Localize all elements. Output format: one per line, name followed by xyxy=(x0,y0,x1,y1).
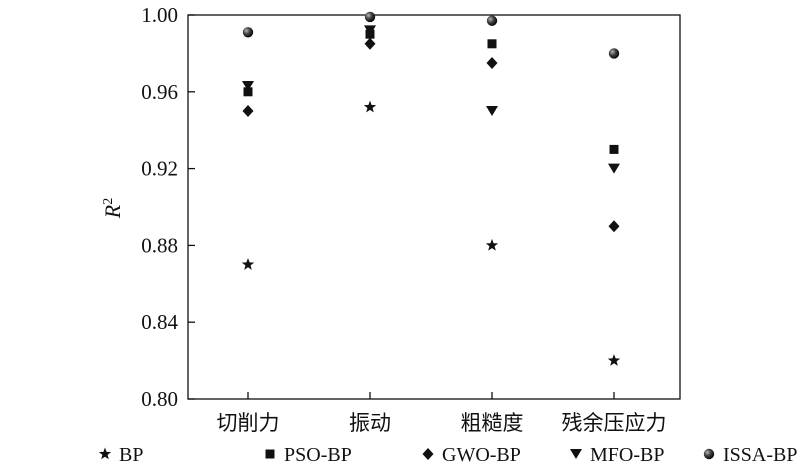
data-point-star xyxy=(241,258,255,270)
data-point-star xyxy=(363,100,377,113)
data-point-square xyxy=(609,144,619,154)
x-category-label: 残余压应力 xyxy=(562,411,667,435)
data-point-star xyxy=(485,238,499,251)
data-point-diamond xyxy=(242,105,254,117)
data-point-sphere xyxy=(242,27,254,38)
data-point-square xyxy=(243,87,253,97)
data-point-triangle-down xyxy=(486,106,498,116)
data-point-square xyxy=(487,39,497,49)
data-point-star xyxy=(607,354,621,366)
legend-marker-star xyxy=(98,447,112,460)
x-categories: 切削力 振动 粗糙度 残余压应力 xyxy=(217,392,667,435)
x-category-label: 切削力 xyxy=(217,411,280,435)
plot-frame xyxy=(187,14,681,400)
legend-marker-diamond xyxy=(422,448,434,460)
x-category-label: 振动 xyxy=(349,411,391,435)
legend-label: GWO-BP xyxy=(442,444,521,466)
data-point-diamond xyxy=(364,37,376,50)
y-tick-label: 0.84 xyxy=(141,310,178,334)
data-point-sphere xyxy=(486,15,498,26)
x-category-label: 粗糙度 xyxy=(461,411,524,435)
data-point-diamond xyxy=(608,220,620,233)
data-point-diamond xyxy=(486,57,498,69)
y-tick-label: 0.80 xyxy=(141,387,178,411)
legend-label: MFO-BP xyxy=(590,444,664,466)
legend-label: ISSA-BP xyxy=(723,444,797,466)
data-points xyxy=(241,11,621,366)
y-tick-label: 0.92 xyxy=(141,157,178,181)
y-tick-label: 0.88 xyxy=(141,233,178,257)
legend-label: PSO-BP xyxy=(284,444,352,466)
y-tick-label: 1.00 xyxy=(141,3,178,27)
legend-marker-sphere xyxy=(703,448,715,460)
legend-label: BP xyxy=(119,444,143,466)
data-point-triangle-down xyxy=(364,25,376,36)
y-ticks: 0.80 0.84 0.88 0.92 0.96 1.00 xyxy=(141,3,195,411)
data-point-triangle-down xyxy=(242,81,254,92)
data-point-sphere xyxy=(608,48,620,59)
y-tick-label: 0.96 xyxy=(141,80,178,104)
axes xyxy=(187,14,681,400)
data-point-sphere xyxy=(364,11,376,23)
data-point-triangle-down xyxy=(608,163,620,174)
legend-marker-triangle-down xyxy=(570,449,582,459)
legend-marker-square xyxy=(265,449,275,459)
y-axis-title: R2 xyxy=(100,198,125,219)
legend: BP PSO-BP GWO-BP MFO-BP ISSA-BP xyxy=(98,444,797,466)
